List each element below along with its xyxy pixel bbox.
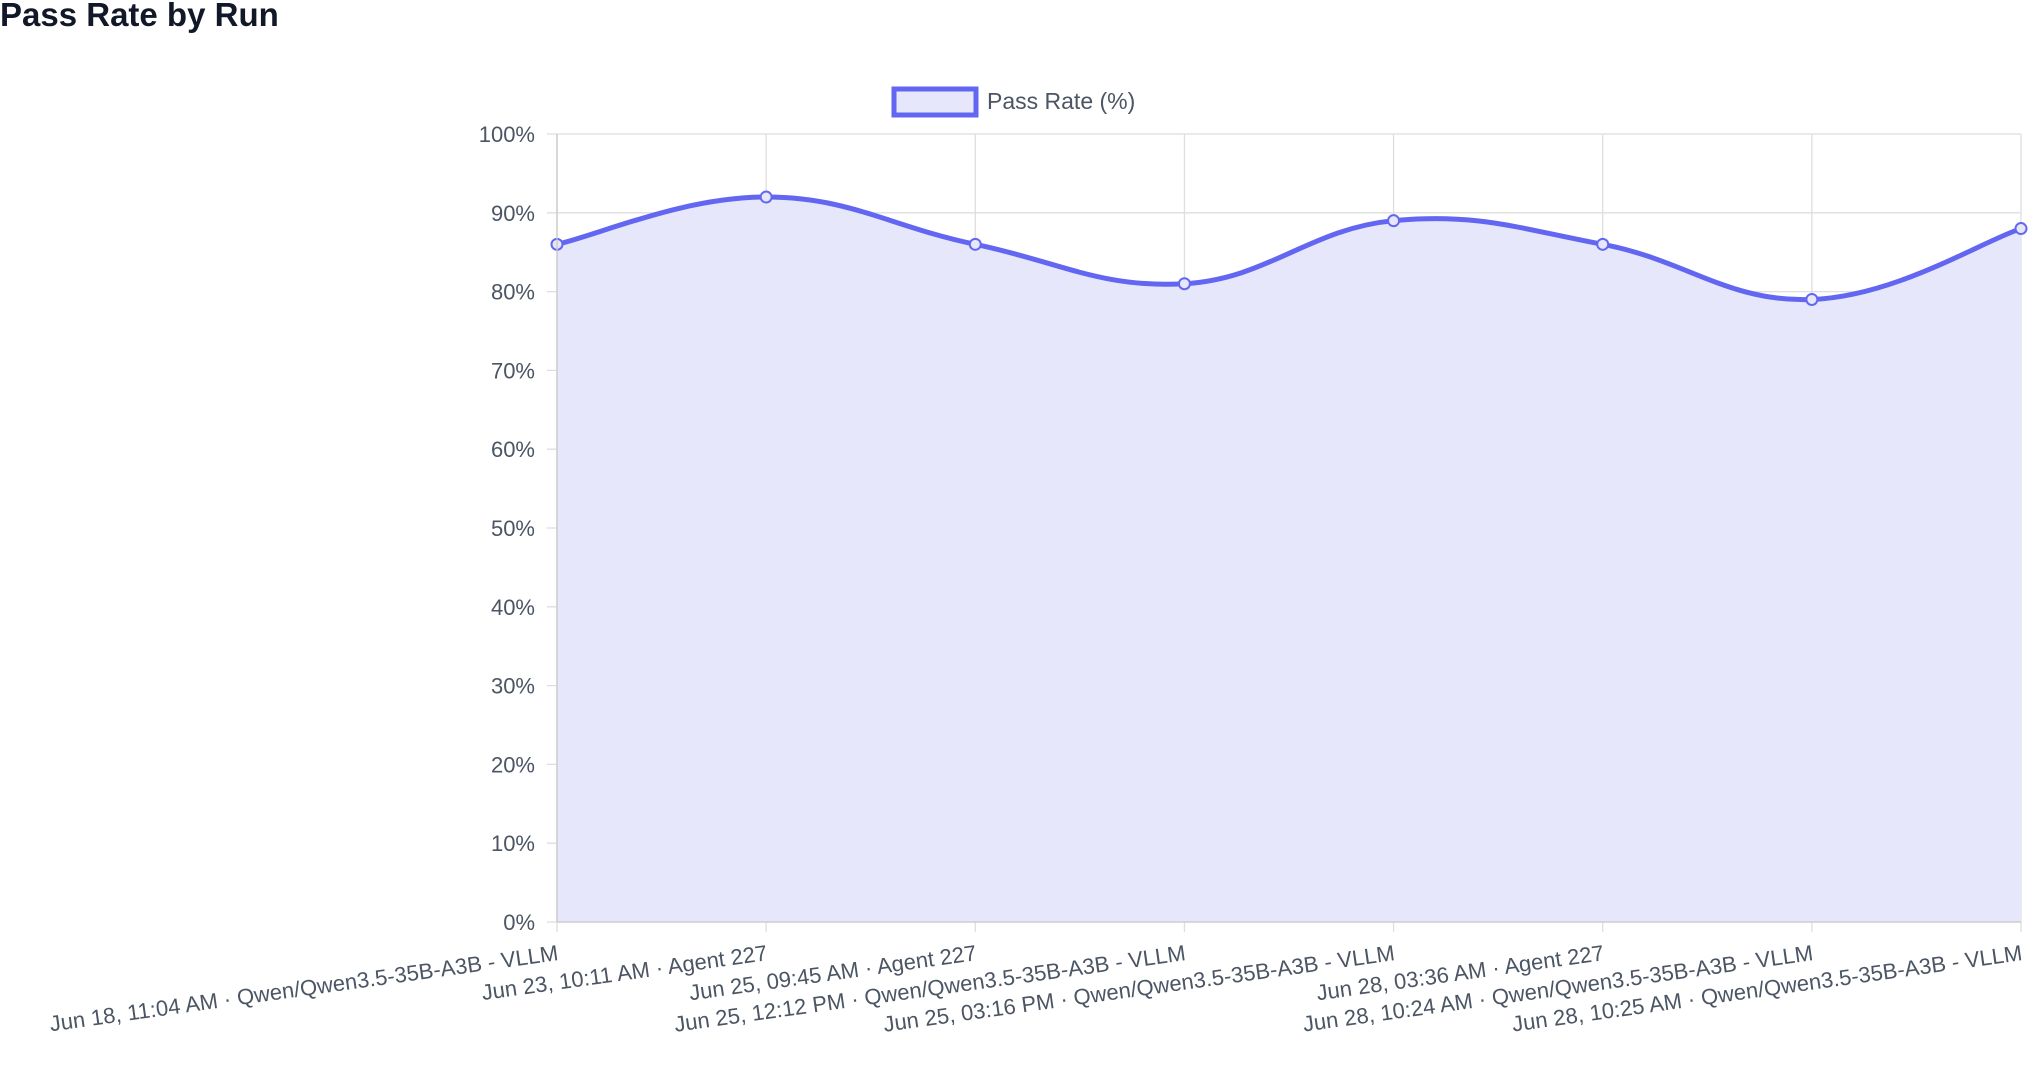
y-tick-label: 20% xyxy=(491,752,535,777)
series-line-pass-rate xyxy=(554,194,2024,303)
data-point[interactable] xyxy=(1177,277,1191,291)
data-point[interactable] xyxy=(759,190,773,204)
y-tick-label: 50% xyxy=(491,516,535,541)
series-area-pass-rate xyxy=(557,197,2021,923)
y-axis: 0% 10% 20% 30% 40% 50% 60% 70% 80% 90% 100% xyxy=(479,122,558,935)
data-point[interactable] xyxy=(1387,214,1401,228)
y-tick-label: 80% xyxy=(491,280,535,305)
y-tick-label: 0% xyxy=(503,910,535,935)
y-tick-label: 100% xyxy=(479,122,535,147)
y-tick-label: 70% xyxy=(491,358,535,383)
y-tick-label: 10% xyxy=(491,831,535,856)
y-tick-label: 90% xyxy=(491,201,535,226)
data-point[interactable] xyxy=(1596,237,1610,251)
x-axis: Jun 18, 11:04 AM · Qwen/Qwen3.5-35B-A3B … xyxy=(48,921,2024,1037)
y-tick-label: 60% xyxy=(491,437,535,462)
chart-points-layer xyxy=(550,190,2028,306)
page-title: Pass Rate by Run xyxy=(0,0,279,33)
data-point[interactable] xyxy=(1805,292,1819,306)
chart-area-layer xyxy=(557,197,2021,923)
chart-legend[interactable]: Pass Rate (%) xyxy=(891,86,1135,118)
y-tick-label: 40% xyxy=(491,595,535,620)
data-point[interactable] xyxy=(968,237,982,251)
data-point[interactable] xyxy=(2014,222,2028,236)
chart-line-layer xyxy=(554,194,2024,303)
legend-swatch[interactable] xyxy=(891,86,979,118)
y-tick-label: 30% xyxy=(491,674,535,699)
legend-label-pass-rate[interactable]: Pass Rate (%) xyxy=(987,88,1135,114)
